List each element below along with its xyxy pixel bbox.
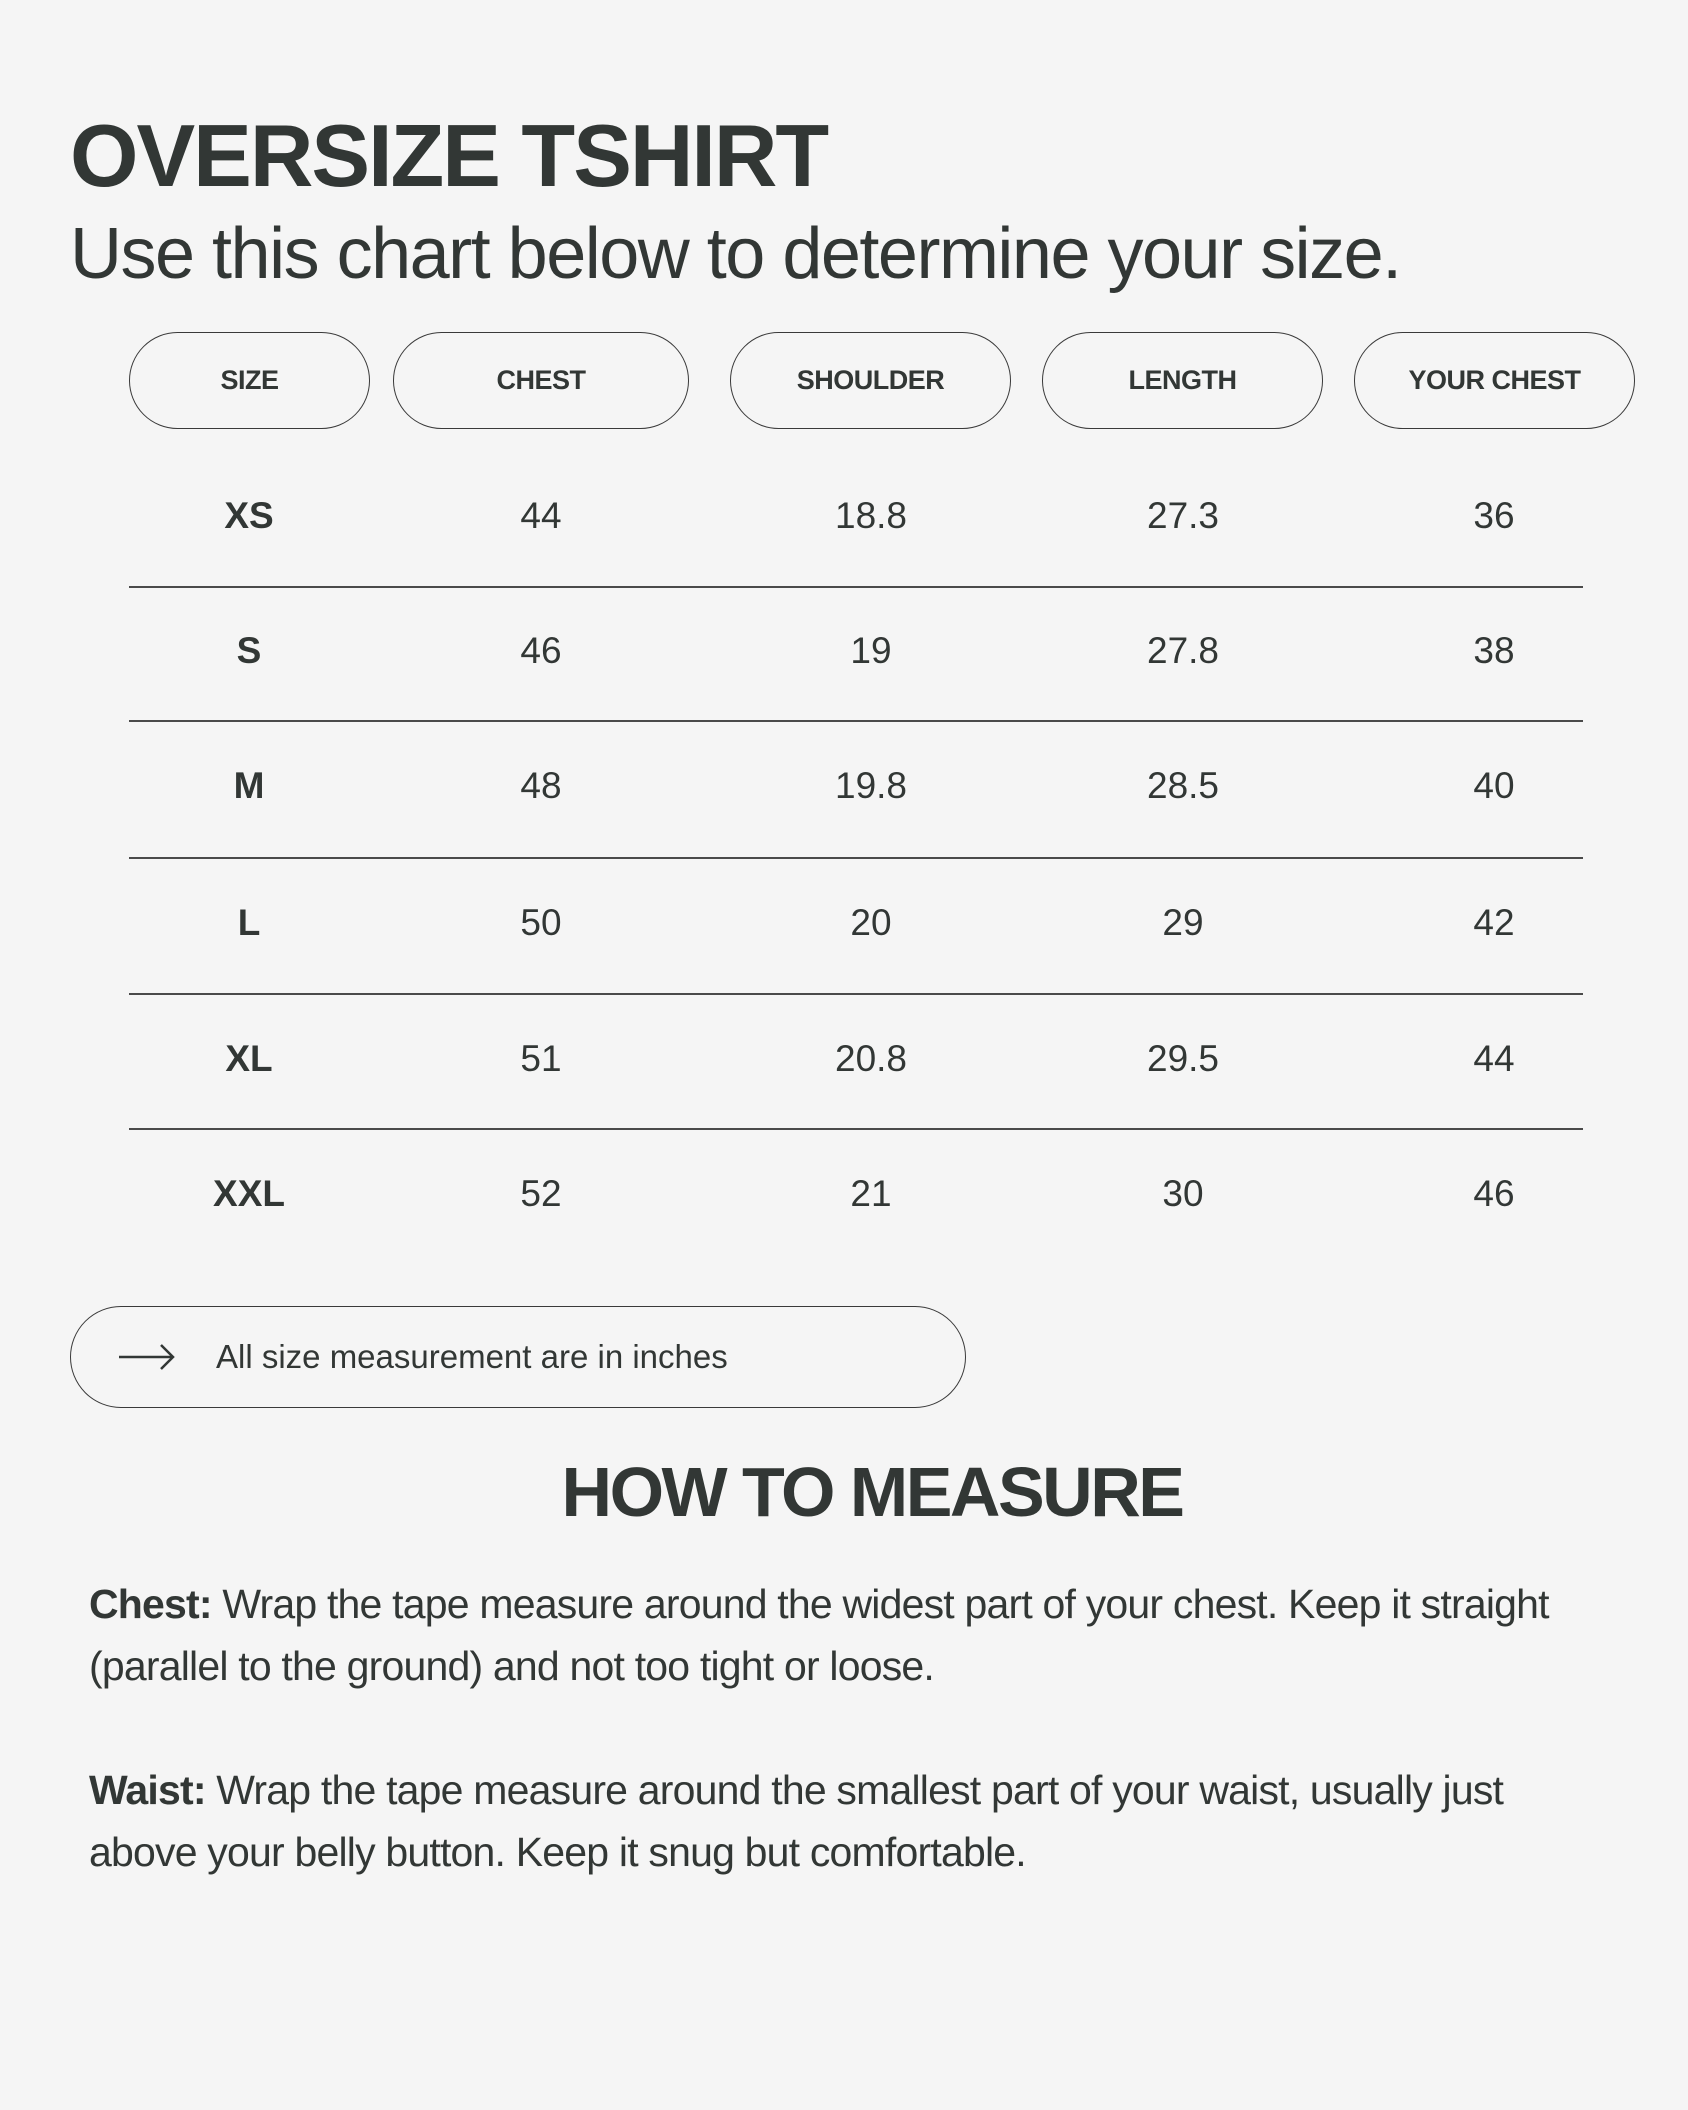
cell-size: XXL	[213, 1173, 285, 1214]
cell-chest: 51	[520, 1038, 562, 1079]
cell-shoulder: 20	[850, 902, 892, 943]
cell-length: 29	[1162, 902, 1204, 943]
cell-your-chest: 36	[1473, 495, 1515, 536]
cell-shoulder: 20.8	[834, 1038, 908, 1079]
cell-length: 27.3	[1146, 495, 1220, 536]
cell-length: 27.8	[1146, 630, 1220, 671]
cell-your-chest: 40	[1473, 765, 1515, 806]
column-header-length: LENGTH	[1042, 332, 1323, 429]
cell-your-chest: 42	[1473, 902, 1515, 943]
units-note-text: All size measurement are in inches	[216, 1338, 728, 1375]
chest-instruction: Chest: Wrap the tape measure around the …	[89, 1573, 1609, 1697]
cell-size: M	[233, 765, 265, 806]
cell-chest: 52	[520, 1173, 562, 1214]
waist-text: Wrap the tape measure around the smalles…	[89, 1767, 1504, 1875]
waist-instruction: Waist: Wrap the tape measure around the …	[89, 1759, 1609, 1883]
arrow-right-icon	[119, 1344, 175, 1370]
column-header-size: SIZE	[129, 332, 370, 429]
how-to-measure-title: HOW TO MEASURE	[561, 1453, 1185, 1531]
cell-length: 28.5	[1146, 765, 1220, 806]
cell-shoulder: 21	[850, 1173, 892, 1214]
waist-label: Waist:	[89, 1767, 206, 1813]
row-divider	[129, 720, 1583, 722]
cell-shoulder: 18.8	[834, 495, 908, 536]
cell-length: 30	[1162, 1173, 1204, 1214]
cell-shoulder: 19.8	[834, 765, 908, 806]
cell-chest: 50	[520, 902, 562, 943]
cell-size: XS	[224, 495, 274, 536]
page-subtitle: Use this chart below to determine your s…	[70, 214, 1402, 294]
cell-length: 29.5	[1146, 1038, 1220, 1079]
chest-text: Wrap the tape measure around the widest …	[89, 1581, 1550, 1689]
cell-size: L	[237, 902, 261, 943]
cell-chest: 44	[520, 495, 562, 536]
row-divider	[129, 1128, 1583, 1130]
cell-size: XL	[225, 1038, 273, 1079]
cell-chest: 46	[520, 630, 562, 671]
row-divider	[129, 586, 1583, 588]
column-header-chest: CHEST	[393, 332, 689, 429]
cell-shoulder: 19	[850, 630, 892, 671]
row-divider	[129, 857, 1583, 859]
column-header-your-chest: YOUR CHEST	[1354, 332, 1635, 429]
cell-your-chest: 44	[1473, 1038, 1515, 1079]
cell-your-chest: 46	[1473, 1173, 1515, 1214]
column-header-shoulder: SHOULDER	[730, 332, 1011, 429]
units-note: All size measurement are in inches	[70, 1306, 966, 1408]
row-divider	[129, 993, 1583, 995]
cell-chest: 48	[520, 765, 562, 806]
page-title: OVERSIZE TSHIRT	[70, 106, 829, 205]
chest-label: Chest:	[89, 1581, 213, 1627]
cell-your-chest: 38	[1473, 630, 1515, 671]
cell-size: S	[236, 630, 262, 671]
